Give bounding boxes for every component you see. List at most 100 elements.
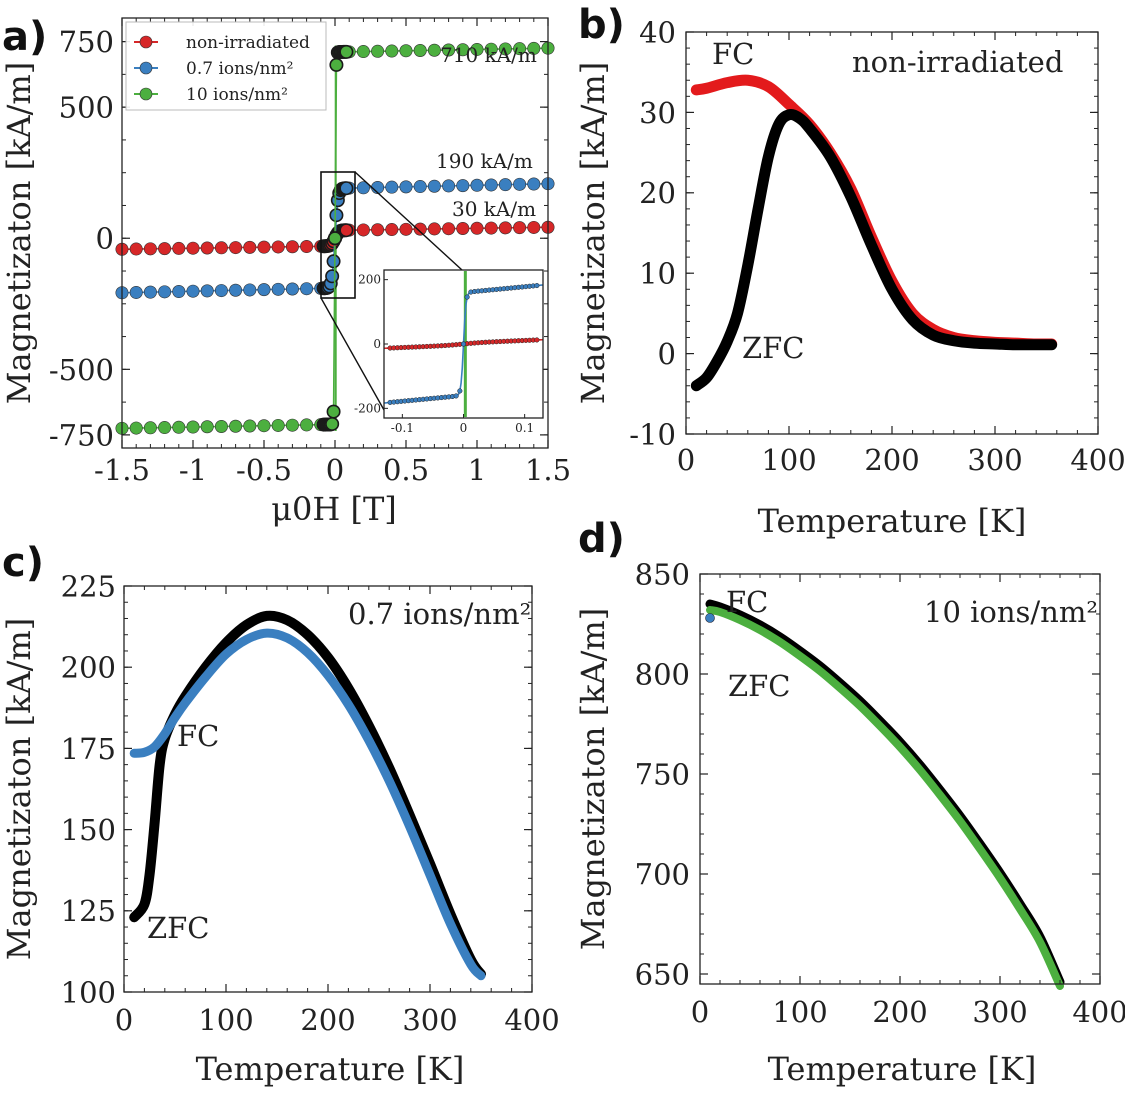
data-point: [484, 42, 498, 56]
data-point: [271, 282, 285, 296]
data-point: [399, 222, 413, 236]
zoom-connector-top: [354, 171, 463, 271]
x-tick-label: 400: [1070, 443, 1125, 477]
inset-point: [534, 337, 540, 343]
inset-point: [457, 388, 463, 394]
data-point: [371, 223, 385, 237]
y-tick-label: 225: [61, 569, 116, 603]
inset-ticks: -0.1 0 0.1 -200 0 200: [354, 273, 534, 435]
data-point: [339, 181, 354, 196]
legend-marker-red: [139, 35, 153, 49]
y-tick-label: 700: [635, 857, 690, 891]
legend-box: [125, 21, 327, 111]
data-point: [484, 178, 498, 192]
data-point: [498, 221, 512, 235]
data-point: [484, 221, 498, 235]
zoom-region-box: [320, 171, 356, 299]
panel-a-legend: non-irradiated 0.7 ions/nm² 10 ions/nm²: [125, 21, 327, 111]
panel-c-zfc-label: ZFC: [147, 911, 209, 945]
panel-b-zfc-label: ZFC: [742, 331, 804, 365]
inset-y-tick-label: -200: [354, 401, 381, 415]
legend-marker-green: [139, 87, 153, 101]
data-point: [470, 42, 484, 56]
legend-label-10-ions: 10 ions/nm²: [186, 85, 288, 105]
data-point: [356, 181, 370, 195]
data-point: [356, 45, 370, 59]
x-tick-label: 300: [967, 443, 1022, 477]
panel-b-letter: b): [578, 2, 625, 48]
annotation-30: 30 kA/m: [452, 197, 536, 221]
data-point: [442, 179, 456, 193]
data-point: [243, 419, 257, 433]
panel-c-title: 0.7 ions/nm²: [348, 597, 531, 631]
data-point: [427, 43, 441, 57]
data-point: [172, 420, 186, 434]
panel-a-series-layer: [115, 41, 555, 435]
panel-d-ticks: 0 100 200 300 400 650 700 750 800 850: [635, 557, 1125, 1029]
x-tick-label: 0: [115, 1003, 133, 1037]
data-point: [513, 177, 527, 191]
data-point: [172, 241, 186, 255]
data-point: [413, 222, 427, 236]
data-point: [285, 418, 299, 432]
data-point: [200, 241, 214, 255]
y-tick-label: -500: [49, 353, 114, 387]
x-tick-label: 200: [872, 995, 927, 1029]
x-tick-label: 100: [761, 443, 816, 477]
series-line-fc: [690, 74, 1058, 350]
x-tick-label: 100: [198, 1003, 253, 1037]
x-tick-label: 300: [972, 995, 1027, 1029]
panel-d-low-t-point: [705, 613, 715, 623]
data-point: [186, 420, 200, 434]
data-point: [229, 419, 243, 433]
annotation-190: 190 kA/m: [436, 149, 533, 173]
data-point: [413, 180, 427, 194]
y-tick-label: 750: [635, 757, 690, 791]
data-point: [325, 416, 340, 431]
x-tick-label: -0.5: [236, 453, 292, 487]
data-point: [385, 44, 399, 58]
data-point: [229, 283, 243, 297]
inset-x-tick-label: 0: [460, 421, 468, 435]
x-tick-label: 0.5: [383, 453, 429, 487]
data-point: [129, 421, 143, 435]
panel-d-series-layer: [705, 599, 1065, 990]
panel-c-letter: c): [2, 540, 44, 586]
data-point: [214, 419, 228, 433]
panel-b-frame: [685, 31, 1099, 435]
data-point: [470, 221, 484, 235]
data-point: [300, 418, 314, 432]
y-tick-label: 125: [61, 894, 116, 928]
panel-d-xlabel: Temperature [K]: [768, 1050, 1037, 1088]
y-tick-label: -10: [629, 417, 676, 451]
legend-label-non-irradiated: non-irradiated: [186, 33, 310, 53]
panel-d-letter: d): [578, 516, 625, 562]
panel-c-series-layer: [129, 610, 486, 981]
y-tick-label: 100: [61, 975, 116, 1009]
data-point: [285, 240, 299, 254]
x-tick-label: 1: [468, 453, 486, 487]
y-tick-label: 850: [635, 557, 690, 591]
data-point: [129, 285, 143, 299]
panel-d-chart: 0 100 200 300 400 650 700 750 800 850 10 ions/nm²…: [574, 557, 1125, 1088]
data-point: [513, 221, 527, 235]
panel-a-ticks: -1.5 -1 -0.5 0 0.5 1 1.5 -750 -500 0 500 750: [49, 18, 571, 487]
data-point: [527, 41, 541, 55]
series-line-fc: [706, 606, 1064, 990]
y-tick-label: -750: [49, 418, 114, 452]
data-point: [214, 284, 228, 298]
data-point: [158, 421, 172, 435]
data-point: [172, 285, 186, 299]
y-tick-label: 40: [639, 15, 676, 49]
x-tick-label: 0: [691, 995, 709, 1029]
panel-b-series-layer: [690, 74, 1058, 392]
data-point: [527, 220, 541, 234]
y-tick-label: 175: [61, 732, 116, 766]
data-point: [456, 179, 470, 193]
inset-x-tick-label: -0.1: [391, 421, 414, 435]
data-point: [385, 180, 399, 194]
data-point: [243, 240, 257, 254]
data-point: [399, 44, 413, 58]
